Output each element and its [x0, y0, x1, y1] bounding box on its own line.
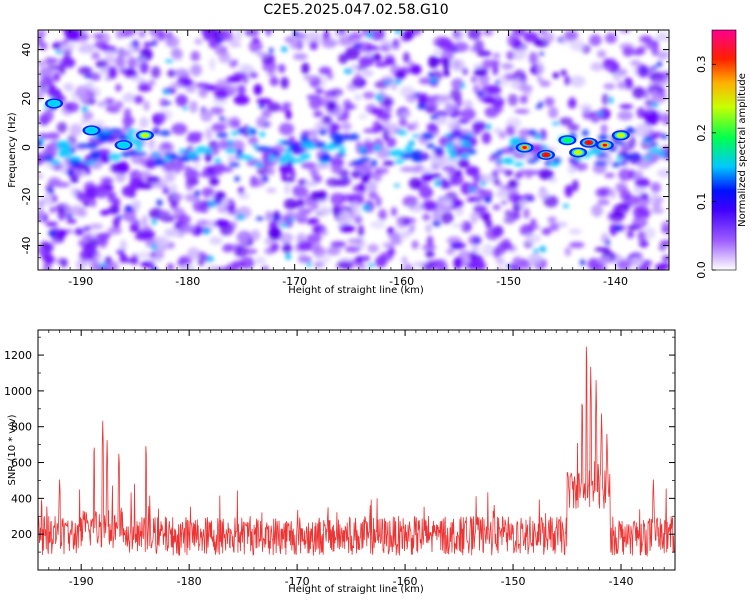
- colorbar-gradient: [711, 29, 737, 271]
- heatmap-hotspot-8: [595, 140, 614, 151]
- snr-ylabel: SNR (10 * v/v): [7, 414, 18, 485]
- heatmap-xtick-label: -190: [68, 275, 93, 288]
- snr-xtick-label: -170: [285, 575, 310, 588]
- colorbar-tick-label: 0.0: [695, 261, 708, 279]
- heatmap-ytick-label: -20: [20, 188, 33, 206]
- colorbar-tick-label: 0.1: [695, 193, 708, 211]
- heatmap-hotspot-10: [569, 147, 588, 158]
- heatmap-hotspot-9: [611, 130, 630, 141]
- heatmap-axes: -190 -180 -170 -160 -150 -140 -40 -20 0 20 40: [20, 30, 670, 288]
- colorbar-tick-label: 0.3: [695, 56, 708, 74]
- heatmap-xtick-label: -160: [389, 275, 414, 288]
- snr-xtick-label: -150: [501, 575, 526, 588]
- snr-ytick-label: 1200: [4, 349, 32, 362]
- heatmap-ytick-label: 40: [20, 43, 33, 57]
- heatmap-hotspot-2: [114, 140, 133, 151]
- heatmap-hotspot-3: [82, 125, 101, 136]
- snr-ytick-label: 600: [11, 457, 32, 470]
- heatmap-xtick-label: -150: [496, 275, 521, 288]
- snr-frame: [37, 329, 676, 571]
- heatmap-panel: -190 -180 -170 -160 -150 -140 -40 -20 0 20 40 Heig…: [7, 29, 670, 296]
- snr-xtick-label: -190: [69, 575, 94, 588]
- snr-ytick-label: 400: [11, 492, 32, 505]
- heatmap-ytick-label: 0: [20, 144, 33, 151]
- heatmap-hotspot-7: [579, 137, 598, 148]
- snr-panel: -190 -180 -170 -160 -150 -140 200 400 600 800 1000…: [4, 329, 676, 595]
- heatmap-texture: [38, 30, 669, 270]
- snr-ytick-label: 200: [11, 528, 32, 541]
- heatmap-ytick-label: 20: [20, 92, 33, 106]
- heatmap-frame: [37, 29, 670, 271]
- heatmap-hotspot-0: [45, 98, 64, 109]
- heatmap-xtick-label: -180: [175, 275, 200, 288]
- heatmap-ytick-label: -40: [20, 237, 33, 255]
- snr-xtick-label: -160: [393, 575, 418, 588]
- heatmap-hotspot-4: [515, 142, 534, 153]
- colorbar: 0.0 0.1 0.2 0.3 Normalized spectral amplitu…: [695, 29, 748, 279]
- snr-xtick-label: -140: [609, 575, 634, 588]
- colorbar-ticks: 0.0 0.1 0.2 0.3: [695, 56, 716, 279]
- heatmap-hotspot-1: [135, 130, 154, 141]
- heatmap-hotspot-5: [537, 149, 556, 160]
- snr-ytick-label: 1000: [4, 385, 32, 398]
- heatmap-xtick-label: -170: [282, 275, 307, 288]
- snr-axes: -190 -180 -170 -160 -150 -140 200 400 600 800 1000…: [4, 330, 676, 588]
- snr-xlabel: Height of straight line (km): [288, 584, 424, 595]
- chart-title: C2E5.2025.047.02.58.G10: [263, 2, 448, 18]
- colorbar-tick-label: 0.2: [695, 124, 708, 142]
- heatmap-hotspot-6: [558, 135, 577, 146]
- heatmap-field: [38, 30, 669, 270]
- heatmap-xtick-label: -140: [603, 275, 628, 288]
- heatmap-ylabel: Frequency (Hz): [7, 112, 18, 188]
- snr-ytick-label: 800: [11, 421, 32, 434]
- snr-plot-area: [38, 346, 675, 558]
- snr-xtick-label: -180: [177, 575, 202, 588]
- colorbar-label: Normalized spectral amplitude: [737, 73, 748, 227]
- snr-series-line: [38, 346, 675, 558]
- heatmap-xlabel: Height of straight line (km): [288, 285, 424, 296]
